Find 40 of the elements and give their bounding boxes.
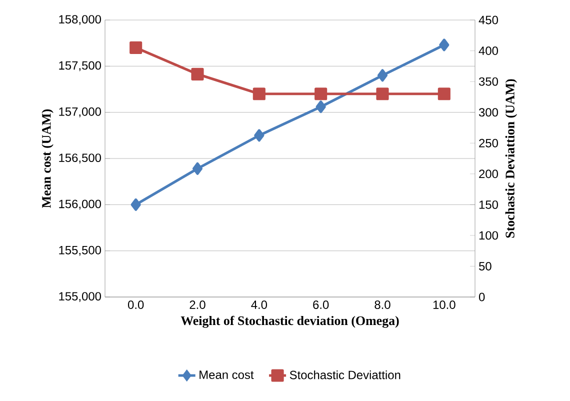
y2-tick-label: 150 [479,200,498,209]
y-tick-label: 156,500 [59,154,102,164]
point [314,88,328,100]
point [192,162,203,175]
legend-label: Mean cost [200,370,254,379]
y2-tick-label: 100 [479,231,498,240]
legend-label: Stochastic Deviattion [290,370,400,380]
y2-tick-label: 300 [478,108,498,117]
point [191,68,204,80]
y-tick-label: 155,000 [59,292,102,302]
y2-axis-title: Stochastic Deviattion (UAM) [505,79,518,238]
point [252,88,266,100]
x-tick-label: 4.0 [251,300,268,309]
y2-tick-label: 200 [479,170,498,178]
point [377,69,388,82]
point [376,88,389,100]
y2-tick-label: 450 [478,16,498,24]
point [438,88,450,100]
x-tick-label: 10.0 [433,300,456,309]
y2-tick-label: 50 [479,262,492,270]
point [130,198,141,211]
y2-tick-label: 250 [479,138,498,148]
y2-tick-label: 0 [478,292,485,302]
point [439,38,450,52]
y-axis-title: Mean cost (UAM) [42,109,54,208]
y-tick-label: 155,500 [59,246,102,256]
x-tick-label: 0.0 [128,300,144,309]
y2-tick-label: 400 [478,46,498,55]
point [254,129,264,142]
y-tick-label: 157,000 [59,107,102,118]
x-tick-label: 6.0 [313,300,329,309]
y-tick-label: 158,000 [59,15,102,25]
point [316,100,326,114]
y-tick-label: 157,500 [59,61,102,72]
x-axis-title: Weight of Stochastic deviation (Omega) [180,316,399,328]
x-tick-label: 8.0 [374,300,390,309]
x-tick-label: 2.0 [190,300,206,309]
y2-tick-label: 350 [478,77,498,86]
y-tick-label: 156,000 [59,200,102,210]
point [130,41,142,54]
